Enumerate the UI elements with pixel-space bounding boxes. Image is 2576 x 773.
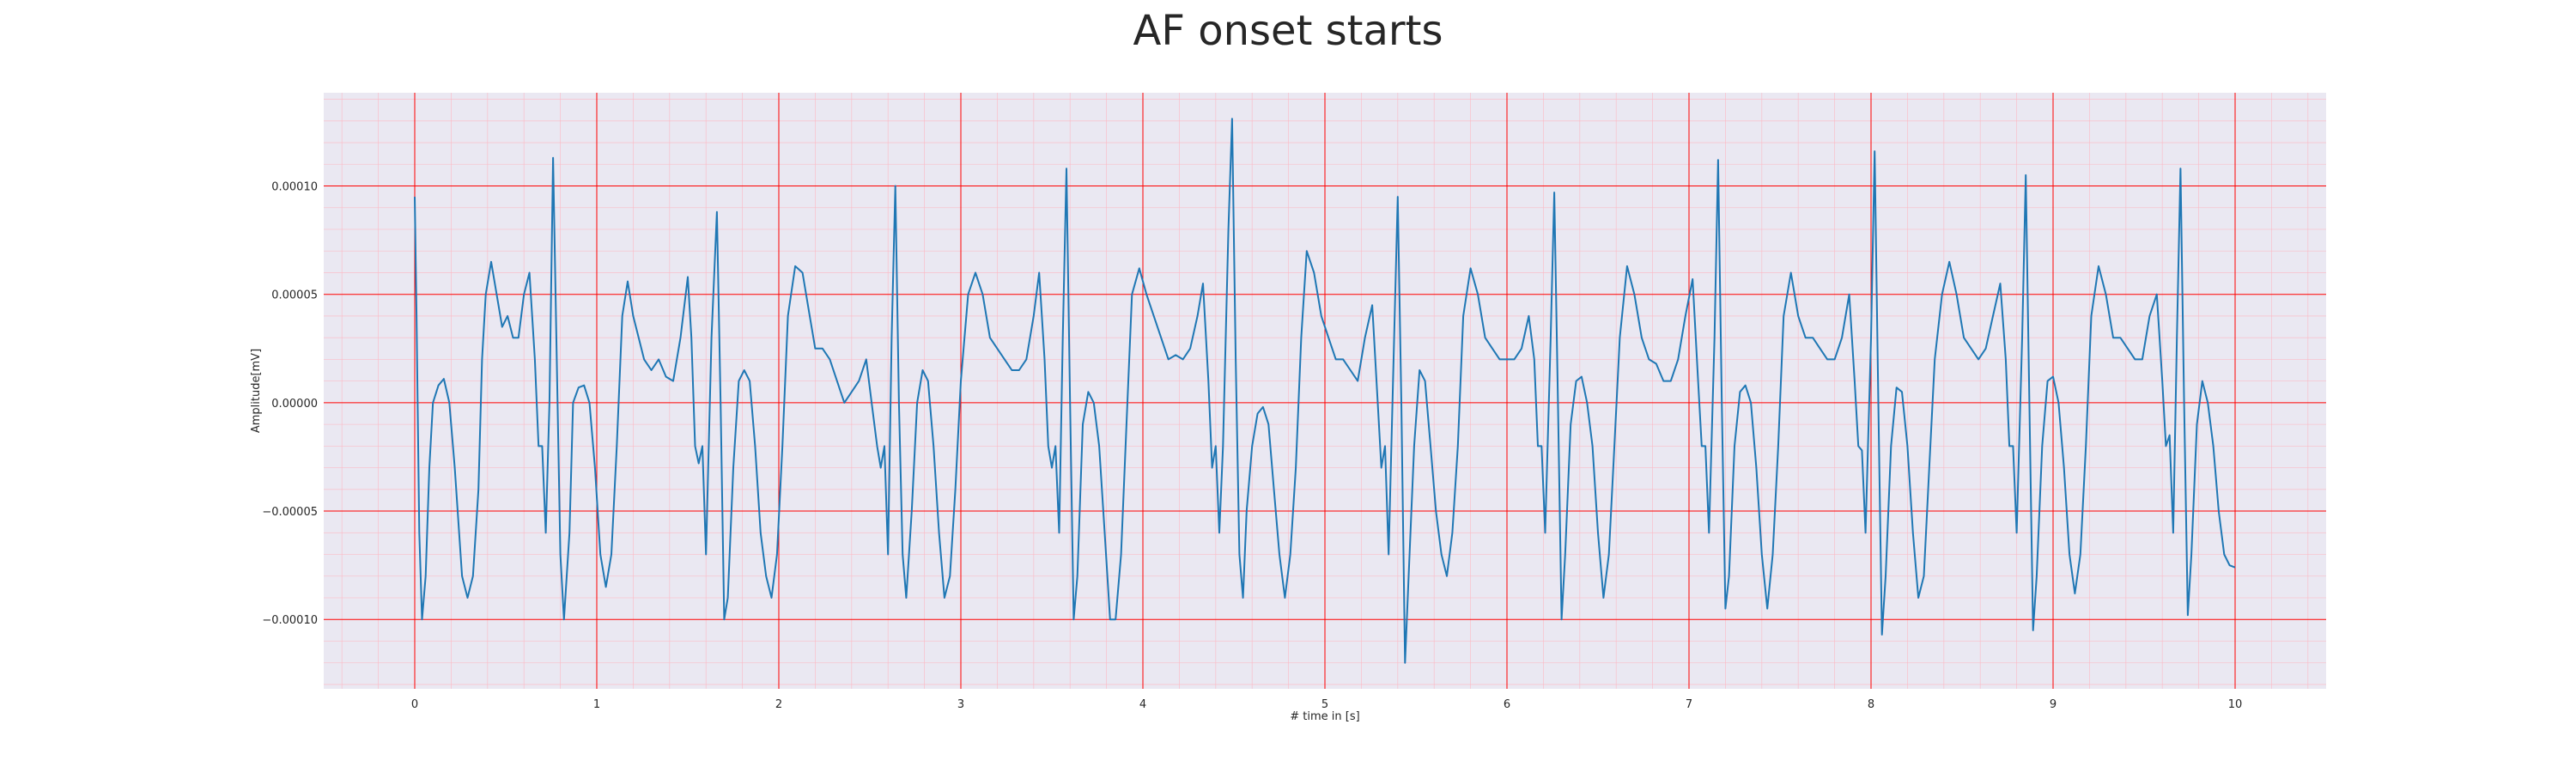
x-tick-label: 1 (593, 698, 600, 711)
x-tick-label: 3 (957, 698, 964, 711)
x-tick-label: 9 (2050, 698, 2057, 711)
y-tick-label: −0.00010 (262, 614, 318, 627)
x-tick-label: 7 (1686, 698, 1692, 711)
y-tick-label: 0.00005 (271, 289, 318, 302)
x-tick-label: 8 (1868, 698, 1874, 711)
x-tick-label: 6 (1504, 698, 1510, 711)
x-tick-label: 0 (411, 698, 418, 711)
y-tick-labels: −0.00010 −0.00005 0.00000 0.00005 0.00010 (262, 181, 318, 628)
y-tick-label: 0.00000 (271, 398, 318, 411)
x-tick-label: 10 (2228, 698, 2243, 711)
x-tick-label: 5 (1321, 698, 1328, 711)
x-tick-label: 2 (775, 698, 782, 711)
x-axis-label: # time in [s] (1290, 710, 1359, 723)
y-tick-label: −0.00005 (262, 506, 318, 519)
major-grid (324, 93, 2326, 689)
x-tick-label: 4 (1139, 698, 1146, 711)
x-tick-labels: 0 1 2 3 4 5 6 7 8 9 10 (411, 698, 2242, 711)
ecg-series-line (414, 118, 2236, 664)
y-tick-label: 0.00010 (271, 181, 318, 194)
chart-title: AF onset starts (1133, 7, 1443, 55)
y-axis-label: Amplitude[mV] (250, 349, 263, 433)
